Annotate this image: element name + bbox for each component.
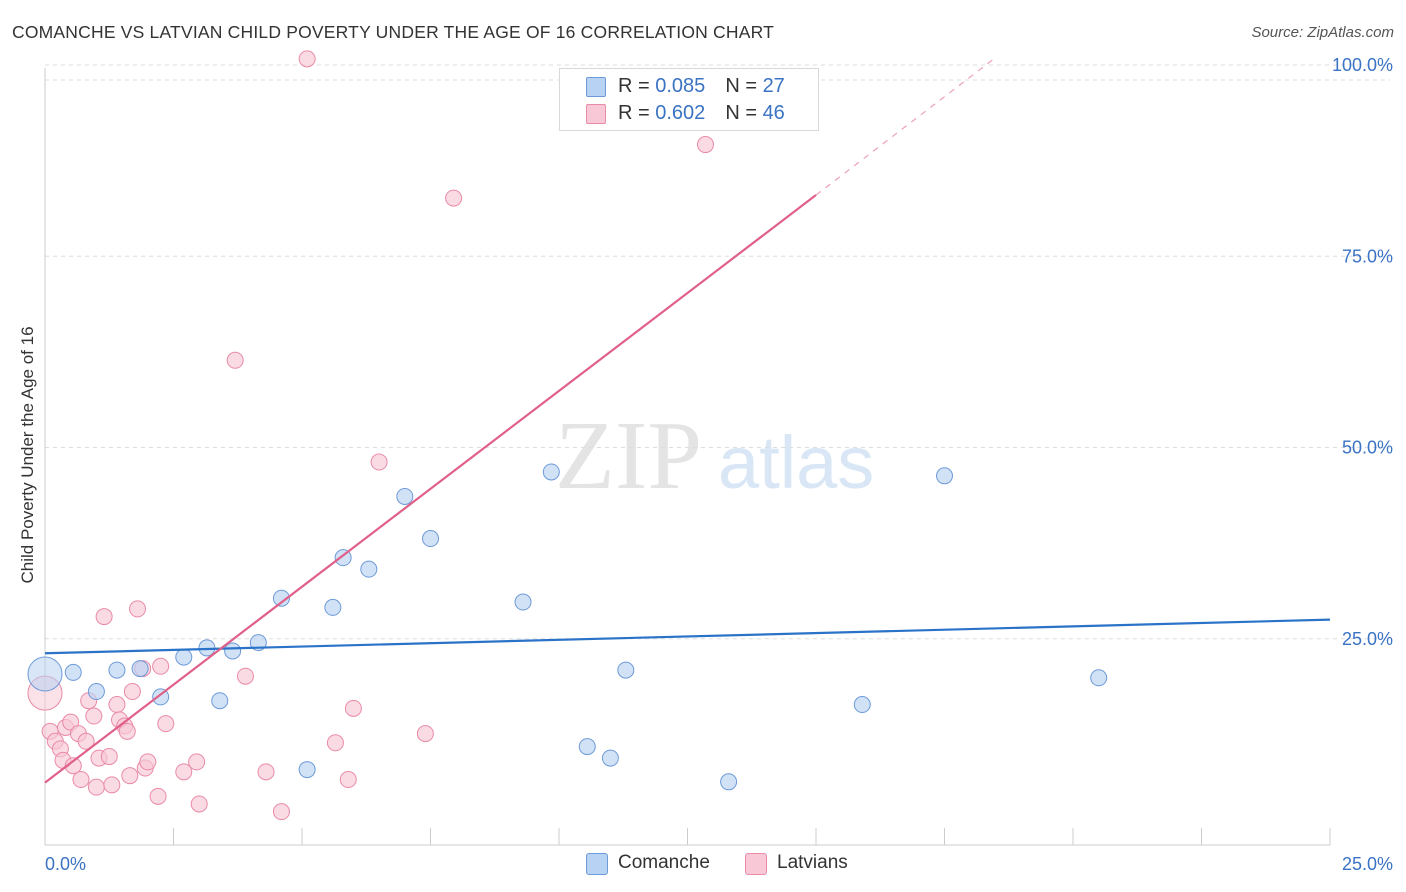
y-tick-label: 100.0%	[1332, 55, 1393, 75]
comanche-point	[617, 661, 635, 679]
latvian-point	[108, 696, 126, 714]
x-tick-label: 25.0%	[1342, 854, 1393, 874]
latvian-r-label: R =	[618, 102, 656, 124]
y-tick-label: 75.0%	[1342, 246, 1393, 266]
latvian-point	[326, 734, 344, 752]
comanche-point	[422, 530, 439, 548]
comanche-n-label: N =	[725, 75, 763, 97]
latvian-trend-line	[44, 194, 817, 784]
latvian-point	[129, 600, 147, 618]
latvian-point	[85, 707, 103, 725]
latvian-point	[416, 725, 434, 743]
watermark-atlas: atlas	[718, 421, 874, 504]
comanche-point	[298, 761, 316, 779]
latvian-point	[226, 351, 244, 369]
latvian-point	[188, 753, 206, 771]
comanche-r-value: 0.085	[655, 75, 706, 97]
latvian-r-value: 0.602	[655, 102, 706, 124]
comanche-point	[720, 773, 738, 791]
comanche-r-label: R =	[618, 75, 656, 97]
tick-labels: 100.0% 75.0% 50.0% 25.0% 0.0% 25.0%	[45, 55, 1393, 874]
y-tick-label: 25.0%	[1342, 629, 1393, 649]
comanche-point	[578, 738, 596, 756]
comanche-point	[131, 660, 149, 678]
chart-title: COMANCHE VS LATVIAN CHILD POVERTY UNDER …	[12, 22, 774, 42]
latvian-point	[87, 778, 105, 796]
comanche-point	[87, 683, 105, 701]
latvian-n-value: 46	[762, 102, 785, 124]
comanche-point	[224, 642, 242, 660]
bottom-latvian-swatch	[745, 853, 767, 875]
latvian-point	[157, 715, 175, 733]
latvian-point	[696, 136, 714, 154]
source-credit: Source: ZipAtlas.com	[1251, 24, 1394, 41]
latvian-n-label: N =	[725, 102, 763, 124]
comanche-point	[601, 749, 619, 767]
comanche-point	[272, 589, 290, 607]
latvian-point	[149, 787, 167, 805]
comanche-point	[514, 593, 532, 611]
comanche-n-value: 27	[762, 75, 785, 97]
latvian-point	[370, 453, 388, 471]
bottom-comanche-label: Comanche	[618, 852, 710, 873]
comanche-point	[175, 648, 193, 666]
latvian-point	[445, 189, 463, 207]
latvian-point	[103, 776, 121, 794]
grid-lines	[45, 64, 1390, 640]
latvian-point	[298, 50, 316, 68]
legend-comanche-text: R = 0.085 N = 27	[618, 75, 785, 98]
y-tick-label: 50.0%	[1342, 438, 1393, 458]
latvian-point	[190, 795, 208, 813]
comanche-point	[211, 692, 229, 710]
comanche-point	[108, 661, 126, 679]
x-tick-label: 0.0%	[45, 854, 86, 874]
watermark: ZIP atlas	[555, 402, 874, 510]
comanche-point	[64, 663, 82, 681]
comanche-point	[542, 463, 560, 481]
latvian-point	[175, 763, 193, 781]
latvian-point	[152, 657, 170, 675]
comanche-swatch	[586, 77, 606, 97]
comanche-point	[152, 688, 170, 706]
comanche-point	[1090, 669, 1108, 687]
latvian-point	[118, 722, 136, 740]
axes	[44, 68, 1331, 846]
trend-lines	[44, 56, 1331, 784]
comanche-point	[853, 696, 871, 714]
latvian-point	[72, 771, 90, 789]
latvian-point	[77, 732, 95, 750]
correlation-legend: R = 0.085 N = 27 R = 0.602 N = 46	[559, 68, 819, 131]
comanche-point	[360, 560, 378, 578]
comanche-point	[936, 467, 953, 485]
watermark-zip: ZIP	[555, 402, 702, 510]
data-points	[27, 50, 1108, 821]
latvian-point	[121, 767, 139, 785]
bottom-latvian-label: Latvians	[777, 852, 848, 873]
comanche-trend-line	[44, 618, 1331, 655]
latvian-point	[339, 771, 357, 789]
latvian-swatch	[586, 104, 606, 124]
latvian-point	[139, 753, 157, 771]
latvian-point	[257, 763, 275, 781]
latvian-trend-extension	[815, 56, 997, 196]
latvian-point	[100, 748, 118, 766]
latvian-point	[64, 757, 82, 775]
comanche-point	[396, 487, 414, 505]
latvian-point	[272, 803, 290, 821]
latvian-point	[95, 608, 113, 626]
latvian-point	[236, 667, 254, 685]
latvian-point	[123, 683, 141, 701]
comanche-point	[324, 598, 342, 616]
comanche-point	[27, 656, 63, 692]
legend-latvian-text: R = 0.602 N = 46	[618, 102, 785, 125]
bottom-comanche-swatch	[586, 853, 608, 875]
latvian-point	[344, 699, 362, 717]
